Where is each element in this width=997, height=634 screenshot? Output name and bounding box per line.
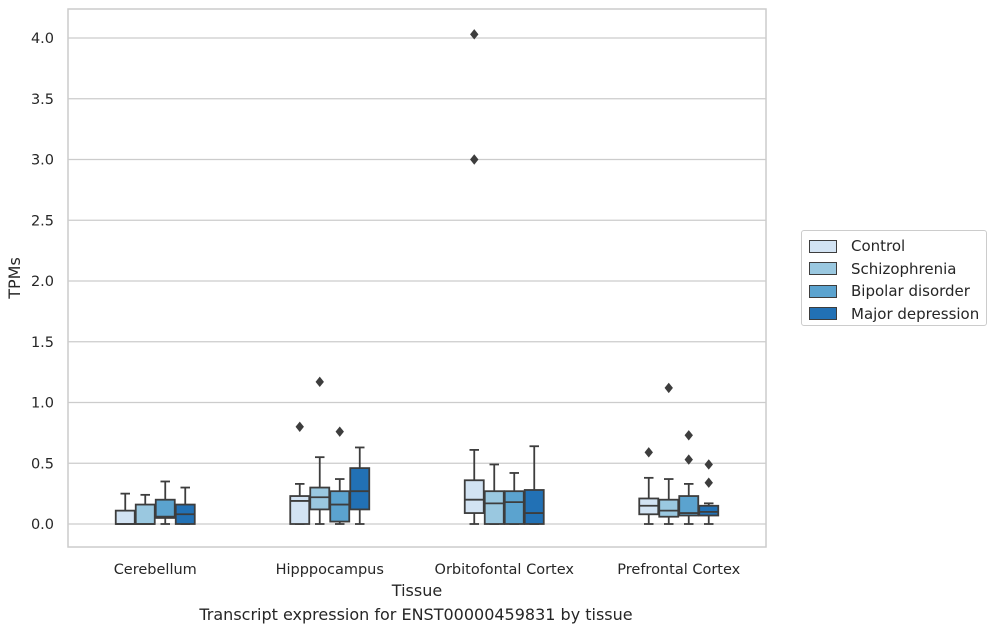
box-iqr: [523, 489, 545, 525]
legend-label-control: Control: [851, 237, 906, 256]
legend-item-major-depression: Major depression: [809, 303, 986, 326]
outlier-point: [295, 421, 304, 432]
outlier-point: [644, 447, 653, 458]
box-0-3: [638, 447, 660, 525]
gridlines: [68, 37, 766, 525]
y-tick-label: 1.5: [31, 335, 54, 351]
y-tick-label: 4.0: [31, 31, 54, 47]
plot-frame: [67, 8, 767, 548]
y-tick-label: 2.5: [31, 213, 54, 229]
box-1-0: [134, 493, 156, 525]
y-axis-label: TPMs: [5, 257, 24, 300]
legend: Control Schizophrenia Bipolar disorder M…: [801, 230, 987, 326]
y-tick-label: 3.0: [31, 153, 54, 169]
outlier-point: [684, 430, 693, 441]
y-tick-label: 3.5: [31, 92, 54, 108]
outlier-point: [315, 376, 324, 388]
box-iqr: [154, 498, 176, 519]
x-tick-label: Orbitofontal Cortex: [435, 562, 575, 578]
legend-label-bipolar-disorder: Bipolar disorder: [851, 282, 970, 301]
legend-label-schizophrenia: Schizophrenia: [851, 259, 957, 278]
box-iqr: [698, 504, 720, 517]
box-3-0: [174, 486, 196, 525]
box-iqr: [503, 490, 525, 525]
y-tick-label: 2.0: [31, 274, 54, 290]
legend-item-schizophrenia: Schizophrenia: [809, 258, 986, 281]
legend-swatch-control: [809, 239, 837, 253]
box-iqr: [678, 495, 700, 517]
legend-item-control: Control: [809, 235, 986, 258]
box-iqr: [309, 486, 331, 511]
box-1-3: [658, 382, 680, 525]
outlier-point: [335, 426, 344, 437]
y-tick-label: 0.5: [31, 456, 54, 472]
box-2-1: [329, 426, 351, 525]
box-2-2: [503, 472, 525, 525]
box-3-1: [349, 446, 371, 525]
legend-swatch-schizophrenia: [809, 262, 837, 276]
legend-swatch-major-depression: [809, 307, 837, 321]
x-tick-label: Cerebellum: [114, 562, 197, 578]
box-1-2: [483, 463, 505, 525]
box-iqr: [463, 479, 485, 514]
outlier-point: [704, 459, 713, 470]
outlier-point: [704, 477, 713, 488]
box-3-3: [698, 459, 720, 525]
box-2-0: [154, 480, 176, 525]
box-iqr: [114, 509, 136, 525]
x-tick-label: Prefrontal Cortex: [617, 562, 740, 578]
box-iqr: [289, 495, 311, 525]
box-iqr: [134, 503, 156, 525]
box-series: [114, 29, 720, 525]
legend-label-major-depression: Major depression: [851, 304, 980, 323]
plot-border: [67, 8, 767, 548]
box-0-1: [289, 421, 311, 525]
outlier-point: [684, 454, 693, 465]
chart-caption: Transcript expression for ENST0000045983…: [199, 605, 633, 624]
box-iqr: [329, 490, 351, 523]
outlier-point: [470, 29, 479, 40]
box-0-0: [114, 492, 136, 525]
legend-item-bipolar-disorder: Bipolar disorder: [809, 280, 986, 303]
y-tick-label: 0.0: [31, 517, 54, 533]
y-axis: TPMs 0.0 0.5 1.0 1.5 2.0 2.5 3.0 3.5 4.0: [5, 31, 54, 533]
box-2-3: [678, 430, 700, 525]
box-iqr: [483, 490, 505, 525]
box-1-1: [309, 376, 331, 525]
legend-swatch-bipolar-disorder: [809, 284, 837, 298]
x-axis: Tissue Cerebellum Hipppocampus Orbitofonta…: [114, 562, 741, 600]
outlier-point: [664, 382, 673, 394]
box-iqr: [658, 498, 680, 518]
box-3-2: [523, 445, 545, 525]
x-axis-label: Tissue: [391, 581, 442, 600]
box-0-2: [463, 29, 485, 525]
box-iqr: [349, 467, 371, 511]
outlier-point: [470, 154, 479, 165]
x-tick-label: Hipppocampus: [276, 562, 384, 578]
y-tick-label: 1.0: [31, 396, 54, 412]
